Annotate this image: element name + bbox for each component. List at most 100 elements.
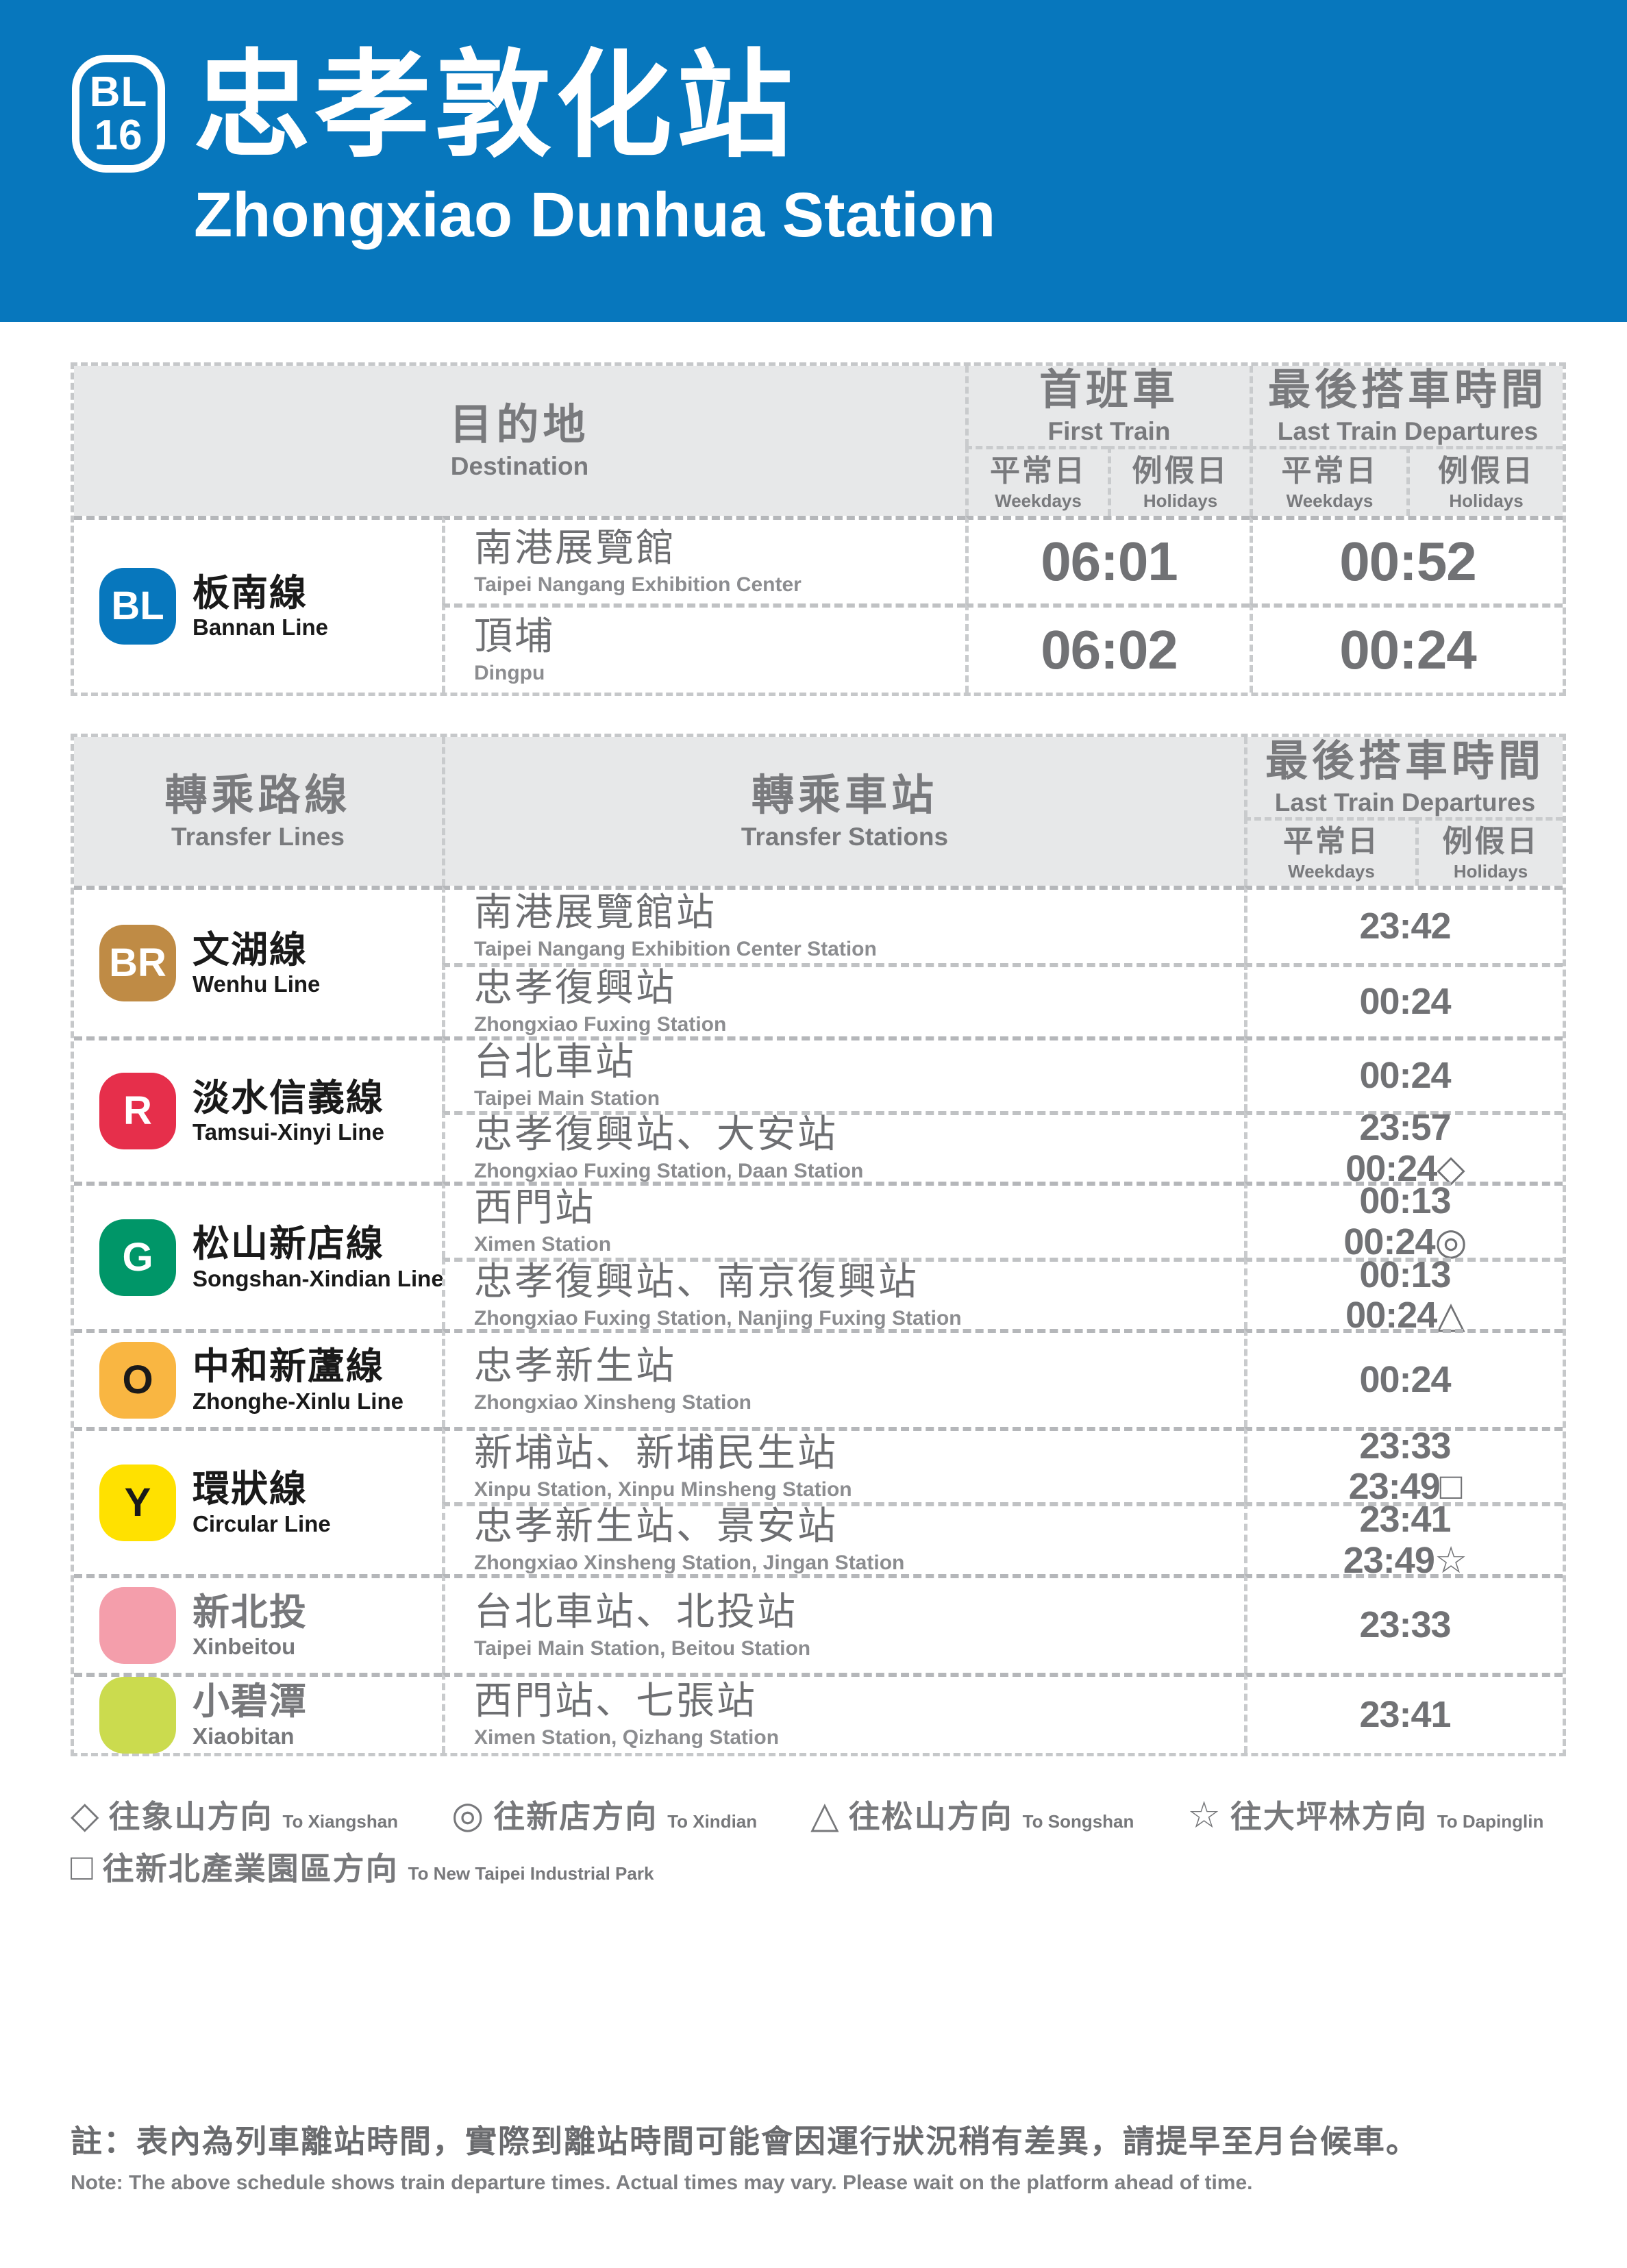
line-name: 文湖線 Wenhu Line	[192, 929, 320, 995]
first-train-time-cell: 06:02	[965, 603, 1250, 693]
legend-item-songshan: △ 往松山方向 To Songshan	[810, 1792, 1134, 1837]
last-train-time-cell: 00:13 00:24△	[1244, 1254, 1563, 1336]
badge-code: G	[122, 1234, 153, 1280]
transfer-station-zh: 台北車站	[474, 1040, 636, 1083]
line-name-en: Zhonghe-Xinlu Line	[192, 1388, 403, 1414]
last-train-time-cell: 00:13 00:24◎	[1244, 1180, 1563, 1262]
badge-code: Y	[124, 1480, 151, 1525]
line-name-zh: 中和新蘆線	[192, 1346, 384, 1388]
first-train-header-en: First Train	[1047, 416, 1171, 445]
transfer-station-cell: 西門站、七張站 Ximen Station, Qizhang Station	[442, 1673, 1244, 1753]
transfer-station-cell: 新埔站、新埔民生站 Xinpu Station, Xinpu Minsheng …	[442, 1427, 1244, 1502]
transfer-stations-header-en: Transfer Stations	[741, 822, 949, 851]
transfer-lines-header-en: Transfer Lines	[171, 822, 345, 851]
station-titles: 忠孝敦化站 Zhongxiao Dunhua Station	[194, 48, 995, 247]
weekdays-en: Weekdays	[1288, 860, 1375, 882]
transfer-station-zh: 忠孝新生站	[474, 1344, 676, 1387]
destination-en: Dingpu	[474, 661, 545, 684]
transfer-station-en: Zhongxiao Xinsheng Station, Jingan Stati…	[474, 1552, 905, 1574]
transfer-station-en: Zhongxiao Fuxing Station, Nanjing Fuxing…	[474, 1306, 962, 1330]
time-weekdays: 00:24	[1359, 1358, 1451, 1400]
last-train-times: 00:13 00:24◎	[1343, 1180, 1467, 1262]
last-train-times: 00:24	[1359, 980, 1451, 1022]
holidays-en: Holidays	[1453, 860, 1528, 882]
circular-line-badge: Y	[99, 1464, 176, 1541]
line-name-zh: 小碧潭	[192, 1681, 308, 1723]
transfer-station-cell: 忠孝新生站 Zhongxiao Xinsheng Station	[442, 1329, 1244, 1427]
zhonghe-xinlu-line-badge: O	[99, 1341, 176, 1419]
line-name-zh: 環狀線	[192, 1469, 308, 1510]
circular-line-cell: Y 環狀線 Circular Line	[74, 1427, 442, 1574]
legend-zh: 往大坪林方向	[1230, 1799, 1428, 1834]
station-banner: BL 16 忠孝敦化站 Zhongxiao Dunhua Station	[0, 0, 1627, 322]
bannan-line-name: 板南線 Bannan Line	[192, 573, 328, 638]
line-name-en: Circular Line	[192, 1510, 331, 1536]
station-number: 16	[94, 112, 143, 159]
station-line-code: BL	[89, 68, 148, 116]
line-name-en: Xiaobitan	[192, 1723, 295, 1749]
last-train-times: 00:24	[1359, 1054, 1451, 1096]
wenhu-line-cell: BR 文湖線 Wenhu Line	[74, 886, 442, 1036]
direction-legend: ◇ 往象山方向 To Xiangshan ◎ 往新店方向 To Xindian …	[71, 1792, 1627, 1889]
transfer-station-en: Zhongxiao Xinsheng Station	[474, 1391, 752, 1414]
time-weekdays: 23:41	[1359, 1499, 1451, 1541]
line-name-en: Xinbeitou	[192, 1634, 296, 1660]
square-icon: □	[71, 1847, 93, 1888]
transfer-station-en: Taipei Main Station, Beitou Station	[474, 1636, 811, 1660]
legend-item-xindian: ◎ 往新店方向 To Xindian	[451, 1792, 757, 1837]
line-name-zh: 文湖線	[192, 929, 308, 971]
first-train-header-zh: 首班車	[1039, 366, 1179, 414]
time-weekdays: 23:42	[1359, 905, 1451, 947]
last-train-times: 23:57 00:24◇	[1345, 1107, 1465, 1189]
legend-row: ◇ 往象山方向 To Xiangshan ◎ 往新店方向 To Xindian …	[71, 1792, 1627, 1837]
last-train-time-cell: 00:24	[1250, 603, 1563, 693]
destination-header: 目的地 Destination	[74, 366, 965, 516]
songshan-xindian-line-cell: G 松山新店線 Songshan-Xindian Line	[74, 1182, 444, 1329]
tamsui-xinyi-line-cell: R 淡水信義線 Tamsui-Xinyi Line	[74, 1036, 442, 1182]
transfer-station-en: Xinpu Station, Xinpu Minsheng Station	[474, 1478, 852, 1501]
tamsui-xinyi-line-badge: R	[99, 1073, 176, 1149]
line-name: 松山新店線 Songshan-Xindian Line	[192, 1225, 444, 1290]
transfer-station-cell: 忠孝復興站 Zhongxiao Fuxing Station	[442, 963, 1244, 1036]
legend-item-xiangshan: ◇ 往象山方向 To Xiangshan	[71, 1792, 398, 1837]
transfer-station-zh: 新埔站、新埔民生站	[474, 1430, 838, 1474]
transfer-station-cell: 忠孝復興站、大安站 Zhongxiao Fuxing Station, Daan…	[442, 1111, 1244, 1182]
destination-cell: 頂埔 Dingpu	[442, 603, 965, 693]
first-train-time: 06:02	[1041, 619, 1178, 680]
legend-en: To New Taipei Industrial Park	[408, 1863, 654, 1884]
last-train-times: 23:42	[1359, 905, 1451, 947]
legend-en: To Songshan	[1022, 1811, 1134, 1832]
legend-en: To Xiangshan	[282, 1811, 399, 1832]
line-name-en: Tamsui-Xinyi Line	[192, 1119, 384, 1145]
time-weekdays: 00:24	[1359, 980, 1451, 1022]
line-name-zh: 新北投	[192, 1591, 308, 1633]
last-train-time-cell: 23:33	[1244, 1574, 1563, 1673]
line-name: 中和新蘆線 Zhonghe-Xinlu Line	[192, 1347, 403, 1412]
xinbeitou-branch-cell: 新北投 Xinbeitou	[74, 1574, 442, 1673]
badge-code: O	[122, 1357, 153, 1402]
transfer-stations-header-zh: 轉乘車站	[751, 772, 938, 820]
time-weekdays: 00:24	[1359, 1054, 1451, 1096]
last-train-time-cell: 00:52	[1250, 516, 1563, 603]
wenhu-line-badge: BR	[99, 925, 176, 1001]
line-name-en: Songshan-Xindian Line	[192, 1265, 444, 1291]
last-train-times: 23:41 23:49☆	[1343, 1499, 1468, 1581]
first-train-time: 06:01	[1041, 531, 1178, 592]
last-train-time-cell: 23:33 23:49□	[1244, 1425, 1563, 1507]
transfer-station-cell: 台北車站、北投站 Taipei Main Station, Beitou Sta…	[442, 1574, 1244, 1673]
last-train-time-cell: 23:42	[1244, 886, 1563, 963]
time-holidays: 23:49□	[1348, 1466, 1463, 1507]
legend-item-dapinglin: ☆ 往大坪林方向 To Dapinglin	[1187, 1792, 1543, 1837]
holidays-zh: 例假日	[1438, 453, 1535, 488]
transfer-station-zh: 忠孝新生站、景安站	[474, 1504, 838, 1547]
legend-zh: 往新店方向	[493, 1799, 658, 1834]
destination-zh: 頂埔	[474, 614, 555, 658]
last-train-header-zh: 最後搭車時間	[1265, 738, 1545, 786]
last-train-times: 23:33	[1359, 1604, 1451, 1645]
station-code-badge: BL 16	[72, 55, 165, 173]
transfer-station-zh: 西門站	[474, 1186, 595, 1229]
time-weekdays: 23:41	[1359, 1693, 1451, 1735]
last-train-times: 00:13 00:24△	[1345, 1254, 1465, 1336]
last-train-times: 23:33 23:49□	[1348, 1425, 1463, 1508]
last-train-time-cell: 00:24	[1244, 963, 1563, 1036]
